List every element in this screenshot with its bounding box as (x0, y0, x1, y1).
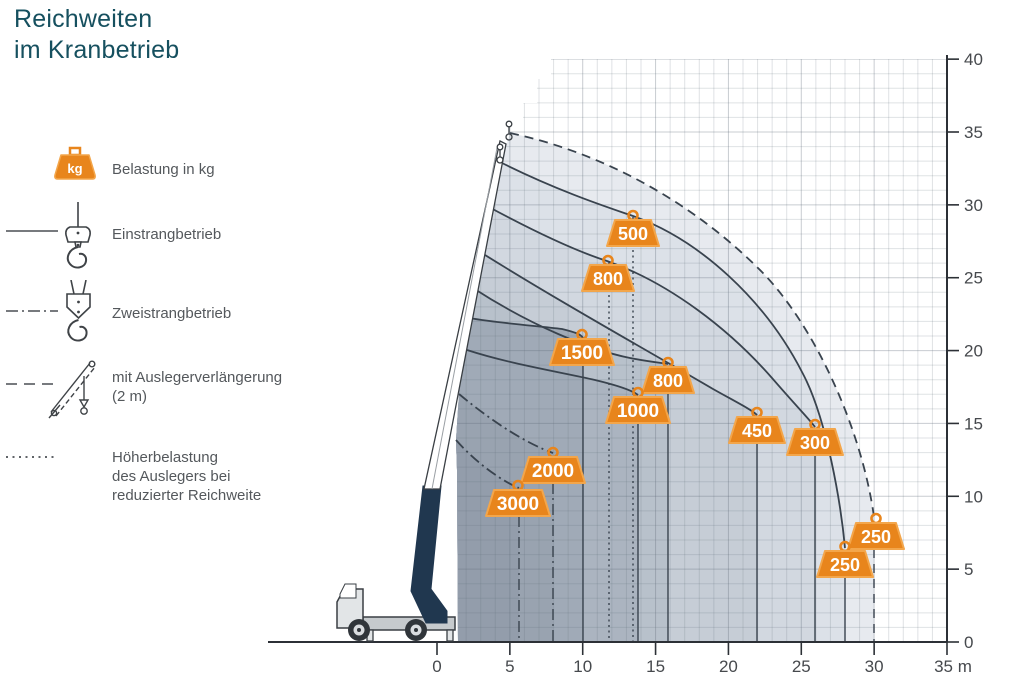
tip-hook-icon (496, 156, 504, 164)
legend-label-belastung: Belastung in kg (112, 161, 215, 178)
badge-value: 250 (830, 555, 860, 575)
wheel-hub (357, 628, 361, 632)
badge-value: 500 (618, 224, 648, 244)
legend-label-zweistrang: Zweistrangbetrieb (112, 305, 232, 322)
tip-hook-icon (505, 133, 513, 141)
load-weight-icon: kg (54, 146, 96, 180)
badge-value: 1000 (617, 401, 659, 422)
boom-extension-icon (48, 360, 96, 419)
legend-label-hoeherbelastung: Höherbelastung des Auslegers bei reduzie… (112, 449, 262, 504)
badge-body (520, 456, 586, 484)
badge-value: 3000 (497, 494, 539, 515)
load-badge-300: 300 (786, 418, 844, 456)
outrigger-leg (446, 629, 454, 642)
x-tick-label: 5 (505, 657, 514, 676)
badge-value: 1500 (561, 343, 603, 364)
page-title-line2: im Kranbetrieb (14, 36, 180, 64)
y-tick-label: 5 (964, 560, 973, 579)
load-badge-250: 250 (816, 540, 874, 578)
badge-body (485, 489, 551, 517)
load-badge-1500: 1500 (549, 328, 615, 366)
x-tick-label: 25 (792, 657, 811, 676)
load-badge-250: 250 (847, 512, 905, 550)
badge-body (549, 338, 615, 366)
y-tick-label: 25 (964, 269, 983, 288)
boom-tip-pulley (505, 120, 513, 128)
load-badge-800: 800 (581, 254, 635, 292)
wheel-hub (414, 628, 418, 632)
x-tick-label: 35 m (934, 657, 972, 676)
badge-body (606, 219, 660, 247)
x-tick-label: 10 (573, 657, 592, 676)
double-hook-icon (66, 280, 91, 342)
y-tick-label: 20 (964, 342, 983, 361)
truck-window (339, 583, 357, 599)
truck-with-crane (336, 120, 513, 642)
load-badge-500: 500 (606, 209, 660, 247)
load-badge-800: 800 (641, 356, 695, 394)
curve-300 (486, 205, 816, 428)
badge-body (816, 550, 874, 578)
dashdot-line-sample (6, 310, 58, 312)
curve-3000 (455, 439, 520, 489)
crane-boom-lower-arm (410, 485, 448, 624)
load-badge-3000: 3000 (485, 479, 551, 517)
y-tick-label: 30 (964, 196, 983, 215)
y-tick-label: 15 (964, 414, 983, 433)
boom-section-line (431, 147, 498, 490)
grid (456, 59, 947, 642)
badge-body (728, 416, 786, 444)
badge-value: 2000 (532, 461, 574, 482)
curve-2000 (458, 393, 554, 454)
y-tick-label: 0 (964, 633, 973, 652)
x-tick-label: 30 (865, 657, 884, 676)
curve-250 (499, 161, 846, 549)
single-hook-icon (65, 202, 91, 269)
dotted-line-sample (6, 456, 58, 458)
badge-body (605, 396, 671, 424)
curve-800 (472, 287, 669, 365)
curve-extension (509, 132, 875, 518)
badge-body (581, 264, 635, 292)
badge-value: 800 (653, 371, 683, 391)
solid-line-sample (6, 230, 58, 232)
badge-body (786, 428, 844, 456)
badge-value: 300 (800, 433, 830, 453)
dashed-line-sample (6, 383, 58, 385)
curve-1000 (466, 349, 639, 396)
load-badge-450: 450 (728, 406, 786, 444)
x-tick-label: 0 (432, 657, 441, 676)
y-tick-label: 40 (964, 50, 983, 69)
x-tick-label: 15 (646, 657, 665, 676)
load-badge-1000: 1000 (605, 386, 671, 424)
badge-body (847, 522, 905, 550)
legend-label-extension: mit Auslegerverlängerung (2 m) (112, 369, 283, 405)
page-title: Reichweiten im Kranbetrieb (14, 4, 179, 66)
legend-label-einstrang: Einstrangbetrieb (112, 226, 222, 243)
y-tick-label: 35 (964, 123, 983, 142)
badge-value: 450 (742, 421, 772, 441)
curve-1500 (468, 317, 584, 339)
badge-body (641, 366, 695, 394)
load-badge-2000: 2000 (520, 446, 586, 484)
badge-value: 800 (593, 269, 623, 289)
badge-value: 250 (861, 527, 891, 547)
boom-tip-pulley (496, 143, 504, 151)
page-title-line1: Reichweiten (14, 5, 153, 33)
y-tick-label: 10 (964, 487, 983, 506)
svg-text:kg: kg (67, 161, 82, 176)
x-tick-label: 20 (719, 657, 738, 676)
